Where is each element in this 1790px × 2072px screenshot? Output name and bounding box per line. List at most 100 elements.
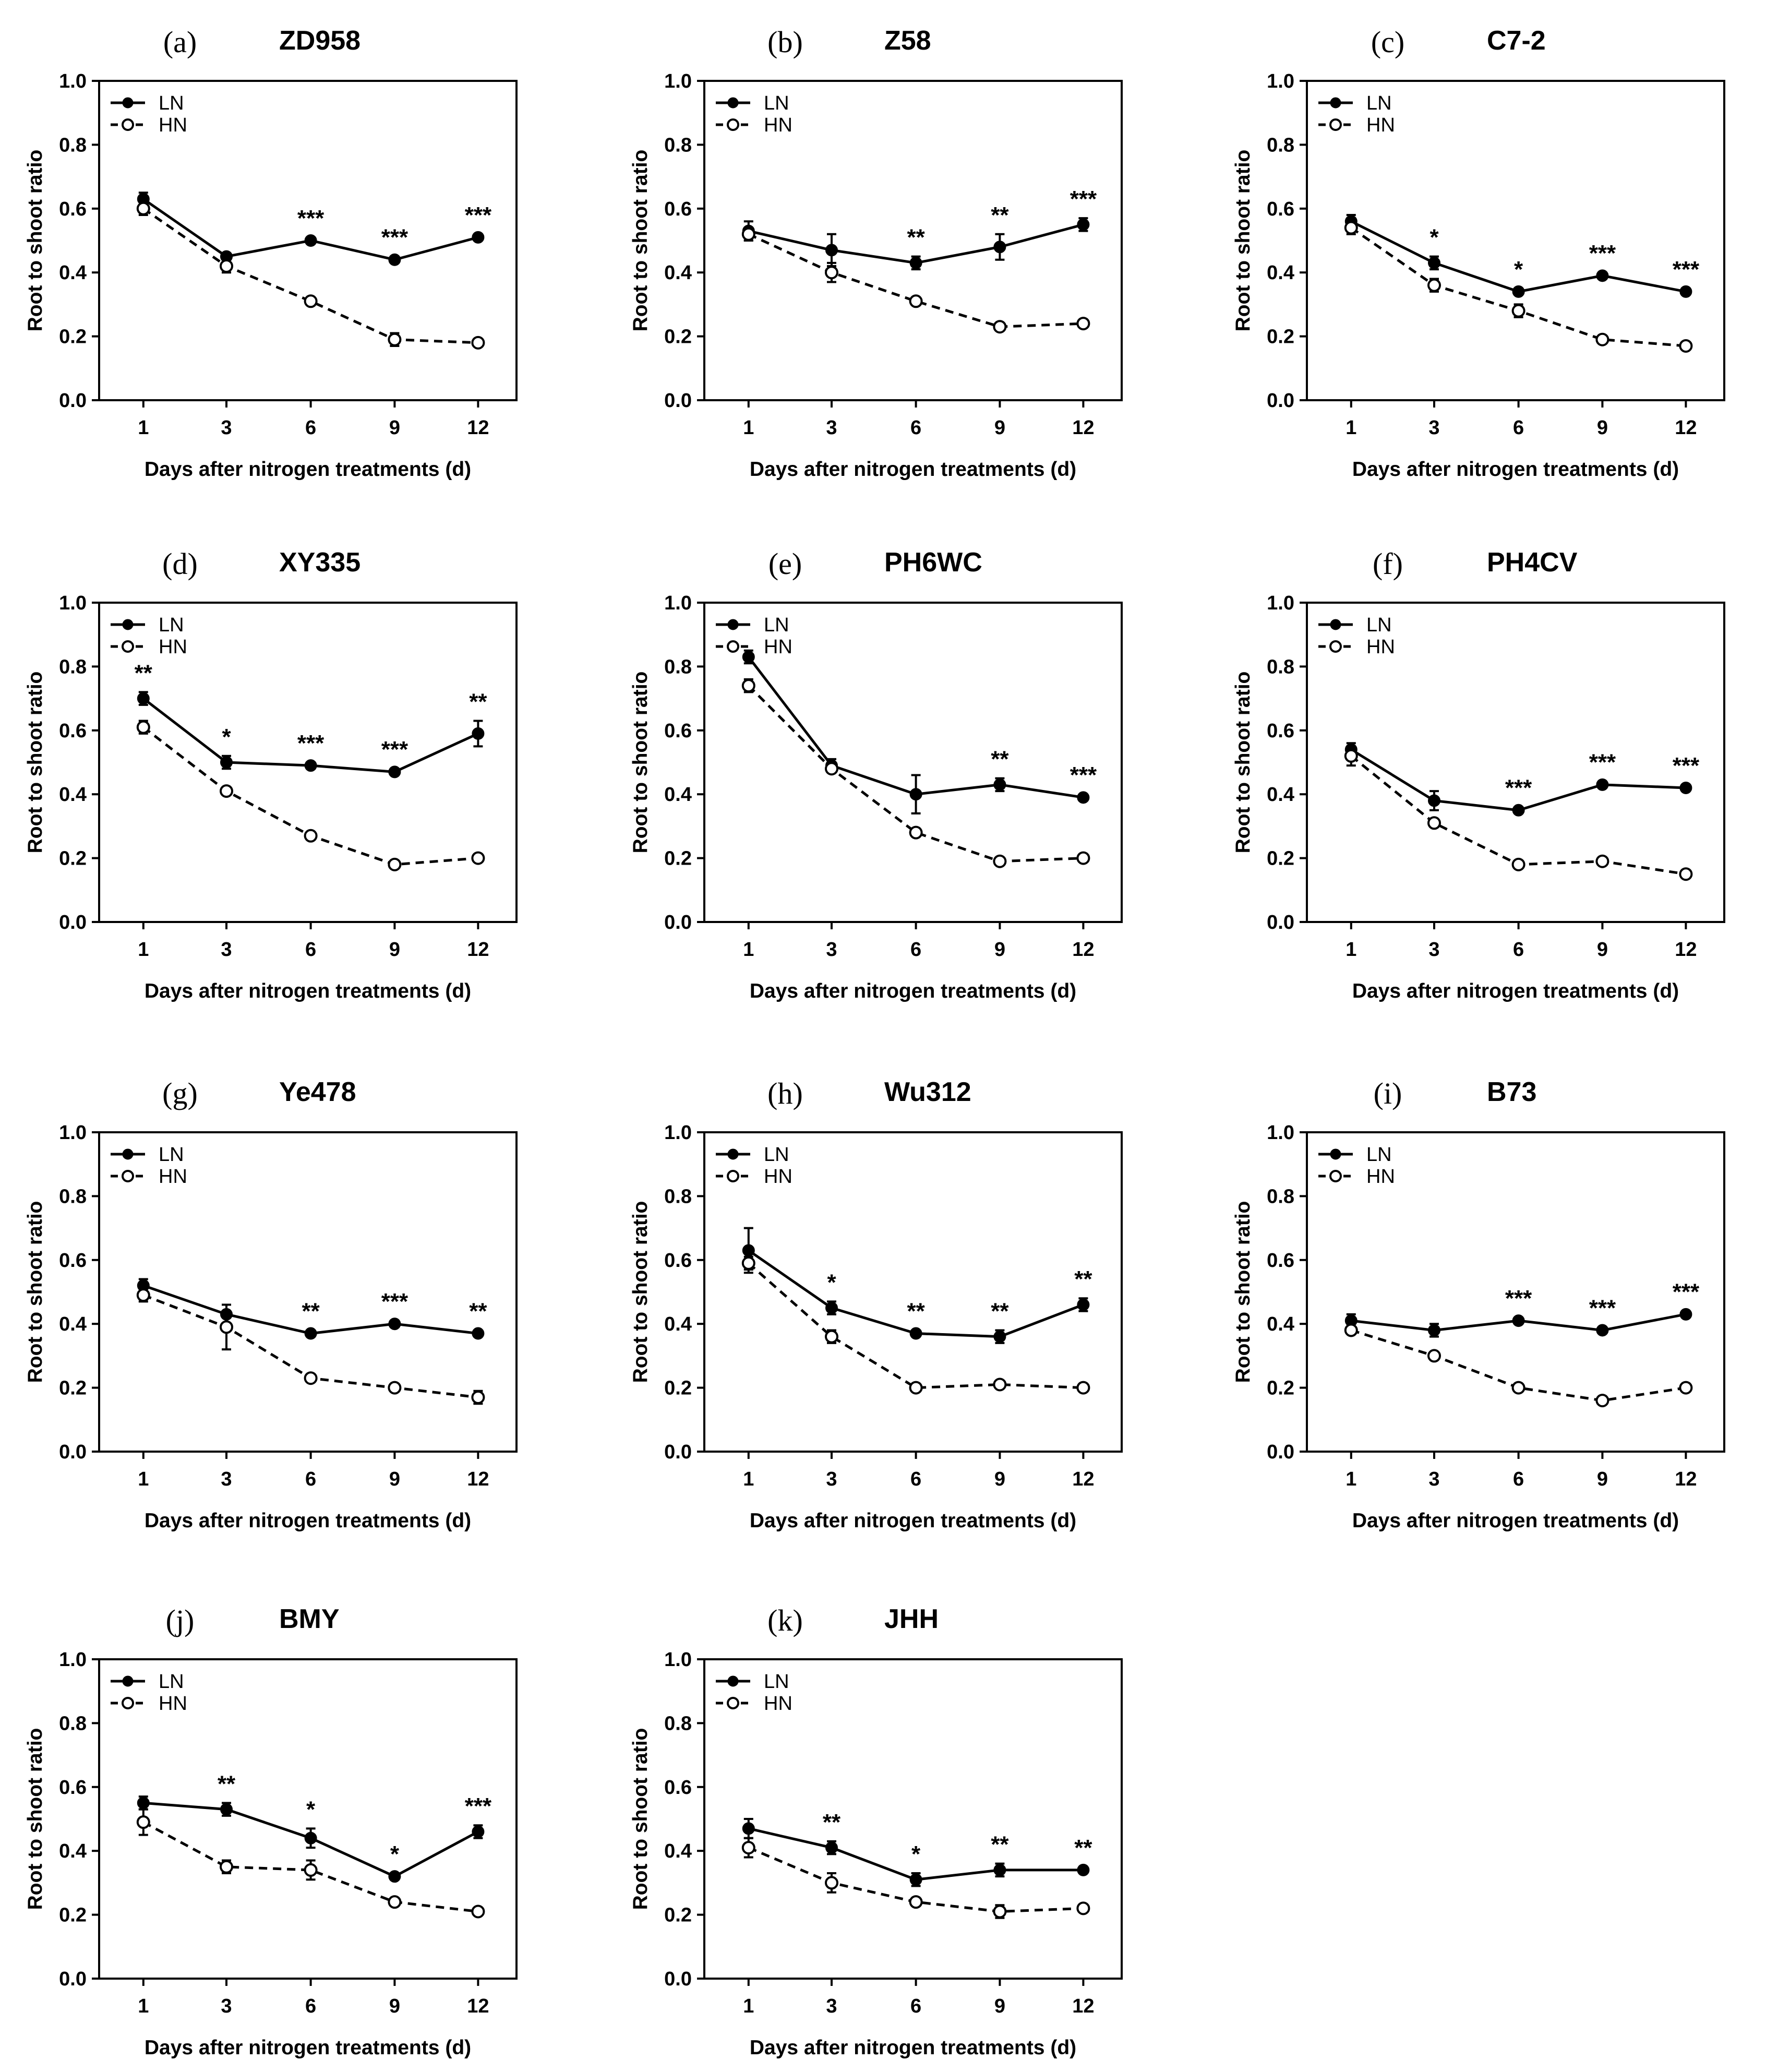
data-point-ln: [388, 1318, 401, 1331]
panel-letter: (h): [767, 1076, 803, 1110]
data-point-hn: [136, 1815, 150, 1829]
legend-label-hn: HN: [159, 1166, 187, 1188]
legend-marker-ln: [122, 619, 134, 630]
y-axis-label: Root to shoot ratio: [629, 150, 652, 332]
plot-frame: [1306, 80, 1725, 401]
y-tick-label: 0.2: [664, 326, 692, 348]
x-axis-label: Days after nitrogen treatments (d): [145, 980, 471, 1002]
x-tick-label: 6: [1513, 939, 1524, 961]
legend-label-ln: LN: [159, 92, 184, 114]
data-point-hn: [1511, 1381, 1525, 1395]
y-tick-label: 0.2: [59, 1378, 87, 1399]
y-tick-label: 0.2: [1267, 848, 1294, 870]
series-hn: [741, 1255, 1090, 1395]
data-point-ln: [1679, 285, 1692, 298]
y-tick-label: 0.2: [1267, 326, 1294, 348]
y-tick-label: 0.6: [59, 720, 87, 742]
data-point-ln: [304, 1327, 317, 1340]
data-point-hn: [388, 332, 402, 346]
panel-bmy: (j) BMY 0.0 0.2 0.4 0.6 0.8 1.0 1 3 6 9 12 Days after…: [24, 1603, 518, 2059]
x-tick-label: 12: [1072, 1995, 1094, 2017]
data-point-ln: [825, 1301, 838, 1314]
panel-title: BMY: [279, 1604, 340, 1634]
series-ln: [742, 1227, 1090, 1344]
x-tick-label: 1: [138, 417, 149, 439]
significance-label: ***: [1673, 753, 1700, 779]
legend-marker-hn: [122, 640, 134, 653]
series-ln: [137, 691, 485, 779]
series-hn: [741, 1837, 1090, 1919]
series-hn: [136, 201, 485, 350]
data-point-ln: [1512, 285, 1525, 298]
data-point-hn: [1427, 816, 1441, 830]
data-point-hn: [1076, 317, 1090, 331]
data-point-hn: [909, 294, 923, 308]
x-tick-label: 6: [305, 939, 316, 961]
legend-marker-hn: [727, 1170, 739, 1182]
y-tick-label: 1.0: [664, 70, 692, 92]
data-point-ln: [304, 234, 317, 247]
data-point-ln: [388, 253, 401, 266]
significance-label: **: [218, 1771, 236, 1796]
y-tick-label: 0.4: [59, 1840, 87, 1862]
y-tick-label: 0.8: [59, 656, 87, 678]
x-axis-label: Days after nitrogen treatments (d): [145, 2037, 471, 2059]
data-point-hn: [825, 1876, 838, 1890]
series-line-hn: [142, 1821, 478, 1913]
y-tick-label: 0.8: [664, 1712, 692, 1734]
y-axis-label: Root to shoot ratio: [1232, 672, 1254, 854]
data-point-ln: [388, 765, 401, 779]
series-hn: [136, 720, 485, 871]
x-tick-label: 3: [826, 1995, 837, 2017]
y-tick-label: 0.8: [59, 134, 87, 156]
data-point-hn: [1076, 1901, 1090, 1915]
x-tick-label: 9: [389, 417, 400, 439]
significance-label: **: [823, 1810, 841, 1835]
data-point-hn: [741, 679, 755, 693]
panel-title: PH4CV: [1487, 547, 1578, 578]
y-axis-label: Root to shoot ratio: [629, 672, 652, 854]
data-point-ln: [1596, 778, 1609, 791]
significance-label: *: [222, 724, 231, 750]
data-point-ln: [742, 651, 755, 664]
data-point-ln: [472, 231, 485, 244]
panel-title: JHH: [884, 1604, 939, 1634]
legend-label-hn: HN: [1366, 114, 1395, 136]
x-tick-label: 1: [138, 1468, 149, 1490]
x-tick-label: 3: [826, 1468, 837, 1490]
x-tick-label: 3: [826, 417, 837, 439]
x-tick-label: 1: [743, 1468, 754, 1490]
significance-label: ***: [1589, 1295, 1616, 1321]
x-tick-label: 12: [1675, 939, 1697, 961]
x-tick-label: 6: [1513, 417, 1524, 439]
data-point-ln: [1512, 1314, 1525, 1327]
data-point-ln: [993, 1330, 1006, 1343]
data-point-hn: [136, 720, 150, 734]
data-point-hn: [909, 825, 923, 840]
legend-marker-ln: [1330, 619, 1341, 630]
data-point-ln: [472, 727, 485, 740]
panel-title: ZD958: [279, 26, 361, 56]
data-point-hn: [741, 1256, 755, 1270]
plot-frame: [703, 80, 1123, 401]
panel-title: PH6WC: [884, 547, 982, 578]
data-point-ln: [1428, 794, 1440, 807]
x-axis-label: Days after nitrogen treatments (d): [1352, 458, 1679, 481]
y-tick-label: 1.0: [664, 1649, 692, 1671]
y-tick-label: 0.0: [59, 1441, 87, 1463]
data-point-hn: [1344, 749, 1358, 763]
y-tick-label: 0.2: [664, 1378, 692, 1399]
y-tick-label: 0.2: [664, 848, 692, 870]
data-point-ln: [1077, 791, 1090, 804]
data-point-hn: [471, 1390, 485, 1404]
data-point-hn: [1511, 304, 1525, 318]
y-axis-label: Root to shoot ratio: [1232, 150, 1254, 332]
y-tick-label: 1.0: [1267, 70, 1294, 92]
series-ln: [742, 649, 1090, 815]
panel-letter: (c): [1371, 25, 1404, 59]
